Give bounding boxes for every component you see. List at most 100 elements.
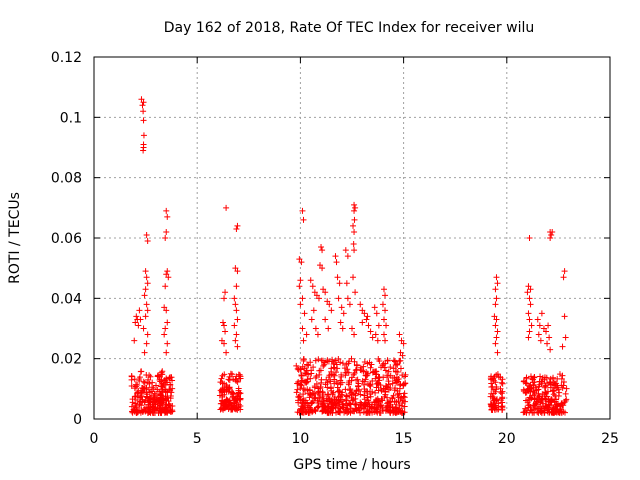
data-point (560, 402, 567, 409)
data-point (218, 337, 225, 344)
data-point (313, 380, 320, 387)
data-point (532, 384, 539, 391)
data-point (364, 372, 371, 379)
data-point (140, 144, 147, 151)
data-point (399, 372, 406, 379)
data-point (493, 383, 500, 390)
data-point (351, 370, 358, 377)
data-point (376, 377, 383, 384)
data-point (164, 213, 171, 220)
data-point (535, 383, 542, 390)
data-point (492, 301, 499, 308)
data-point (531, 379, 538, 386)
data-point (223, 349, 230, 356)
data-point (326, 398, 333, 405)
data-point (136, 374, 143, 381)
data-point (520, 409, 527, 416)
data-point (562, 397, 569, 404)
data-point (158, 392, 165, 399)
data-point (368, 361, 375, 368)
data-point (131, 385, 138, 392)
data-point (494, 328, 501, 335)
grid (94, 57, 610, 419)
data-point (523, 397, 530, 404)
data-point (561, 313, 568, 320)
data-point (296, 256, 303, 263)
data-point (335, 295, 342, 302)
data-point (300, 357, 307, 364)
data-point (233, 225, 240, 232)
data-point (543, 393, 550, 400)
data-point (375, 397, 382, 404)
data-point (382, 386, 389, 393)
data-point (383, 404, 390, 411)
data-point (555, 386, 562, 393)
data-point (217, 406, 224, 413)
data-point (299, 377, 306, 384)
data-point (549, 228, 556, 235)
data-point (234, 379, 241, 386)
data-point (400, 381, 407, 388)
data-point (168, 389, 175, 396)
data-point (157, 378, 164, 385)
data-point (308, 316, 315, 323)
data-point (312, 325, 319, 332)
data-point (233, 331, 240, 338)
data-point (525, 402, 532, 409)
data-point (389, 394, 396, 401)
data-point (308, 391, 315, 398)
data-point (561, 409, 568, 416)
data-point (374, 337, 381, 344)
data-point (298, 259, 305, 266)
data-point (528, 322, 535, 329)
data-point (301, 369, 308, 376)
data-point (128, 376, 135, 383)
data-point (489, 393, 496, 400)
data-point (294, 380, 301, 387)
data-point (234, 222, 241, 229)
data-point (165, 274, 172, 281)
data-point (225, 376, 232, 383)
data-point (162, 283, 169, 290)
data-point (311, 289, 318, 296)
data-point (372, 396, 379, 403)
data-point (530, 387, 537, 394)
data-point (142, 268, 149, 275)
data-point (299, 402, 306, 409)
data-point (492, 322, 499, 329)
data-point (234, 268, 241, 275)
data-point (218, 388, 225, 395)
data-point (324, 403, 331, 410)
data-point (151, 399, 158, 406)
data-point (320, 357, 327, 364)
data-point (319, 247, 326, 254)
data-point (161, 381, 168, 388)
data-point (382, 391, 389, 398)
data-point (526, 235, 533, 241)
data-point (534, 316, 541, 323)
data-point (526, 316, 533, 323)
data-point (490, 397, 497, 404)
data-point (355, 380, 362, 387)
data-point (547, 346, 554, 353)
data-point (328, 365, 335, 372)
data-point (373, 371, 380, 378)
data-point (351, 247, 358, 254)
data-point (363, 409, 370, 416)
data-point (300, 391, 307, 398)
data-point (389, 395, 396, 402)
data-point (347, 386, 354, 393)
data-point (535, 331, 542, 338)
data-point (526, 295, 533, 302)
data-point (134, 409, 141, 416)
data-point (318, 244, 325, 251)
data-point (163, 228, 170, 235)
data-point (305, 371, 312, 378)
x-tick-label: 0 (90, 431, 99, 447)
data-point (309, 283, 316, 290)
data-point (137, 316, 144, 323)
data-point (372, 375, 379, 382)
data-point (364, 313, 371, 320)
data-point (296, 393, 303, 400)
